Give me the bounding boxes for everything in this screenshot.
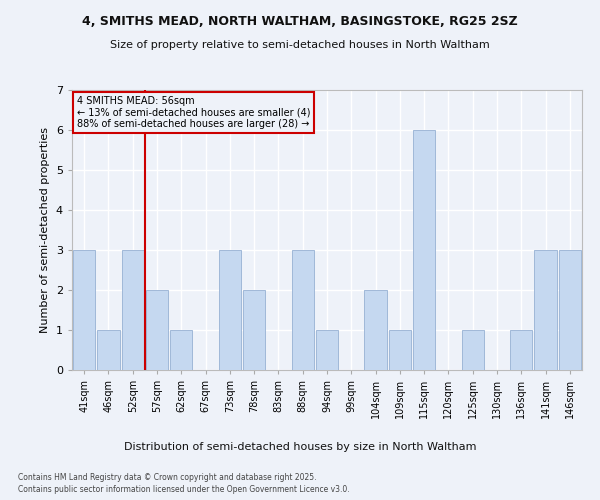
Y-axis label: Number of semi-detached properties: Number of semi-detached properties <box>40 127 50 333</box>
Bar <box>559 250 581 370</box>
Bar <box>292 250 314 370</box>
Text: Size of property relative to semi-detached houses in North Waltham: Size of property relative to semi-detach… <box>110 40 490 50</box>
Bar <box>243 290 265 370</box>
Bar <box>170 330 193 370</box>
Bar <box>316 330 338 370</box>
Bar <box>122 250 144 370</box>
Bar <box>461 330 484 370</box>
Bar <box>73 250 95 370</box>
Bar <box>146 290 168 370</box>
Bar <box>97 330 119 370</box>
Bar <box>535 250 557 370</box>
Bar <box>218 250 241 370</box>
Text: Distribution of semi-detached houses by size in North Waltham: Distribution of semi-detached houses by … <box>124 442 476 452</box>
Text: Contains public sector information licensed under the Open Government Licence v3: Contains public sector information licen… <box>18 485 350 494</box>
Bar <box>510 330 532 370</box>
Text: 4 SMITHS MEAD: 56sqm
← 13% of semi-detached houses are smaller (4)
88% of semi-d: 4 SMITHS MEAD: 56sqm ← 13% of semi-detac… <box>77 96 311 129</box>
Text: Contains HM Land Registry data © Crown copyright and database right 2025.: Contains HM Land Registry data © Crown c… <box>18 472 317 482</box>
Bar <box>413 130 436 370</box>
Bar <box>364 290 387 370</box>
Text: 4, SMITHS MEAD, NORTH WALTHAM, BASINGSTOKE, RG25 2SZ: 4, SMITHS MEAD, NORTH WALTHAM, BASINGSTO… <box>82 15 518 28</box>
Bar <box>389 330 411 370</box>
